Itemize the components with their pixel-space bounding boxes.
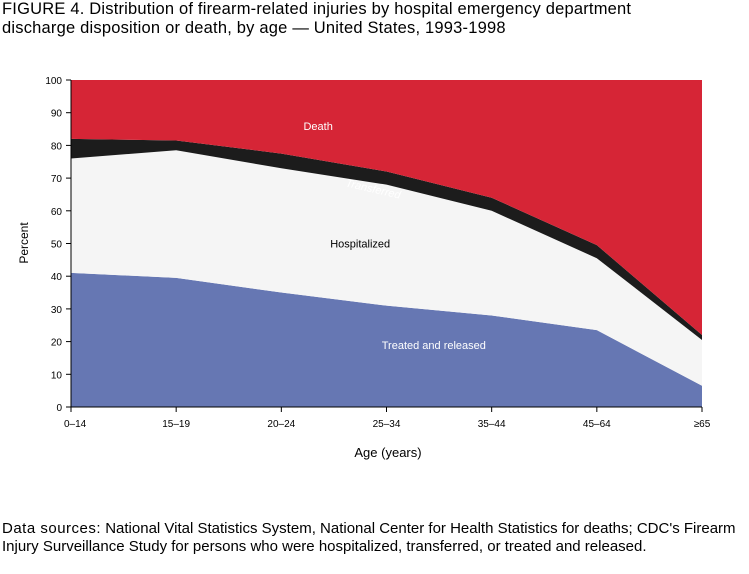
x-tick-label: ≥65 xyxy=(694,419,711,430)
y-tick-label: 30 xyxy=(51,305,63,316)
y-tick-label: 90 xyxy=(51,109,63,120)
data-sources-note: Data sources: National Vital Statistics … xyxy=(2,520,747,555)
y-tick-label: 50 xyxy=(51,240,63,251)
y-tick-label: 100 xyxy=(45,76,62,87)
area-hospitalized xyxy=(71,150,702,386)
data-sources-prefix: Data sources: xyxy=(2,520,102,537)
y-tick-label: 40 xyxy=(51,272,63,283)
data-sources-text: National Vital Statistics System, Nation… xyxy=(2,520,736,555)
area-label-hospitalized: Hospitalized xyxy=(330,239,390,251)
x-tick-label: 20–24 xyxy=(267,419,295,430)
x-axis-label: Age (years) xyxy=(354,445,421,460)
y-tick-label: 80 xyxy=(51,141,63,152)
x-tick-label: 35–44 xyxy=(478,419,506,430)
area-label-death: Death xyxy=(303,121,332,133)
area-death xyxy=(71,80,702,336)
y-tick-label: 60 xyxy=(51,207,63,218)
figure-title-line-2: discharge disposition or death, by age —… xyxy=(2,19,506,37)
x-tick-label: 45–64 xyxy=(583,419,611,430)
y-tick-label: 10 xyxy=(51,370,63,381)
area-layers xyxy=(71,80,702,407)
y-tick-label: 70 xyxy=(51,174,63,185)
area-transferred xyxy=(71,138,702,340)
y-tick-label: 20 xyxy=(51,338,63,349)
y-tick-label: 0 xyxy=(56,403,62,414)
figure-title: FIGURE 4. Distribution of firearm-relate… xyxy=(2,0,747,38)
y-axis-label: Percent xyxy=(17,222,31,264)
x-tick-label: 0–14 xyxy=(64,419,87,430)
x-tick-label: 15–19 xyxy=(162,419,190,430)
x-tick-label: 25–34 xyxy=(373,419,401,430)
area-label-treated-and-released: Treated and released xyxy=(382,340,486,352)
figure-title-line-1: FIGURE 4. Distribution of firearm-relate… xyxy=(2,0,632,18)
area-treated-and-released xyxy=(71,272,702,407)
axes: 0 10 20 30 40 50 60 70 80 90 100 0–14 15–19 20–24 25–3… xyxy=(45,76,710,430)
